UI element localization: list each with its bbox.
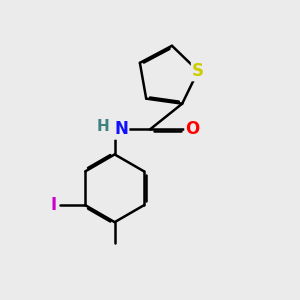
Text: I: I [51, 196, 57, 214]
Text: S: S [192, 62, 204, 80]
Text: N: N [114, 120, 128, 138]
Text: O: O [186, 120, 200, 138]
Text: H: H [97, 119, 110, 134]
